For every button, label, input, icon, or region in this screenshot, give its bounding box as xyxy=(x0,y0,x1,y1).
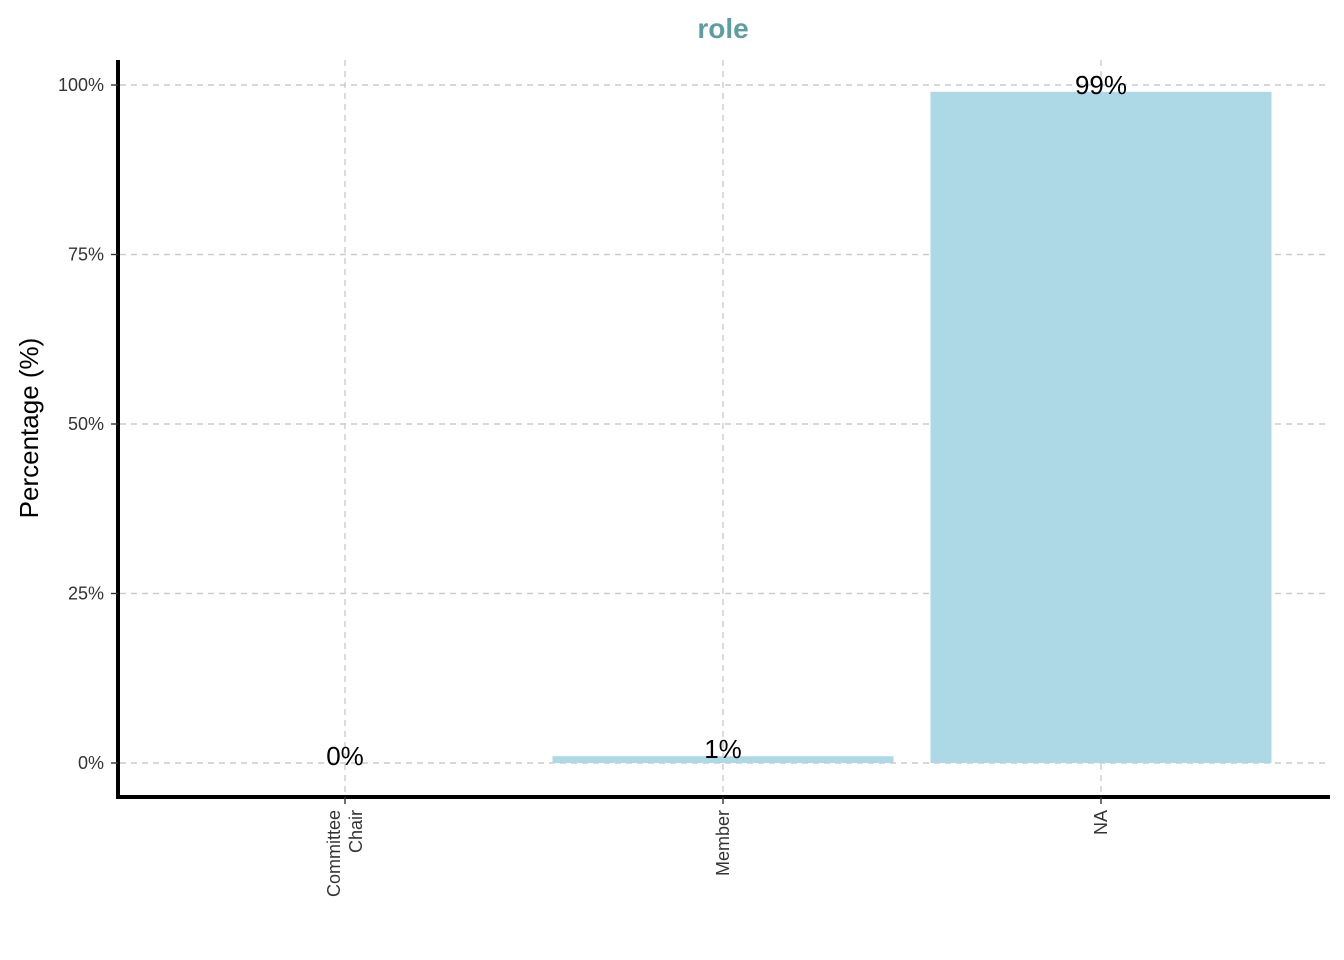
x-axis-ticks: Committee Chair Member NA xyxy=(324,797,1111,897)
x-tick-label: NA xyxy=(1091,810,1111,835)
x-tick-label: Member xyxy=(713,810,733,876)
bar xyxy=(552,756,894,763)
y-tick-label: 0% xyxy=(78,753,104,773)
data-label: 0% xyxy=(326,741,364,771)
data-labels: 0% 1% 99% xyxy=(326,70,1127,771)
y-tick-label: 25% xyxy=(68,584,104,604)
bars xyxy=(552,91,1272,763)
data-label: 99% xyxy=(1075,70,1127,100)
x-tick-label: Chair xyxy=(346,810,366,853)
y-axis-title: Percentage (%) xyxy=(14,338,44,519)
y-tick-label: 75% xyxy=(68,245,104,265)
chart-title: role xyxy=(697,13,748,44)
y-axis-ticks: 0% 25% 50% 75% 100% xyxy=(58,75,118,773)
bar xyxy=(930,91,1272,763)
data-label: 1% xyxy=(704,734,742,764)
y-tick-label: 100% xyxy=(58,75,104,95)
y-tick-label: 50% xyxy=(68,414,104,434)
x-tick-label: Committee xyxy=(324,810,344,897)
